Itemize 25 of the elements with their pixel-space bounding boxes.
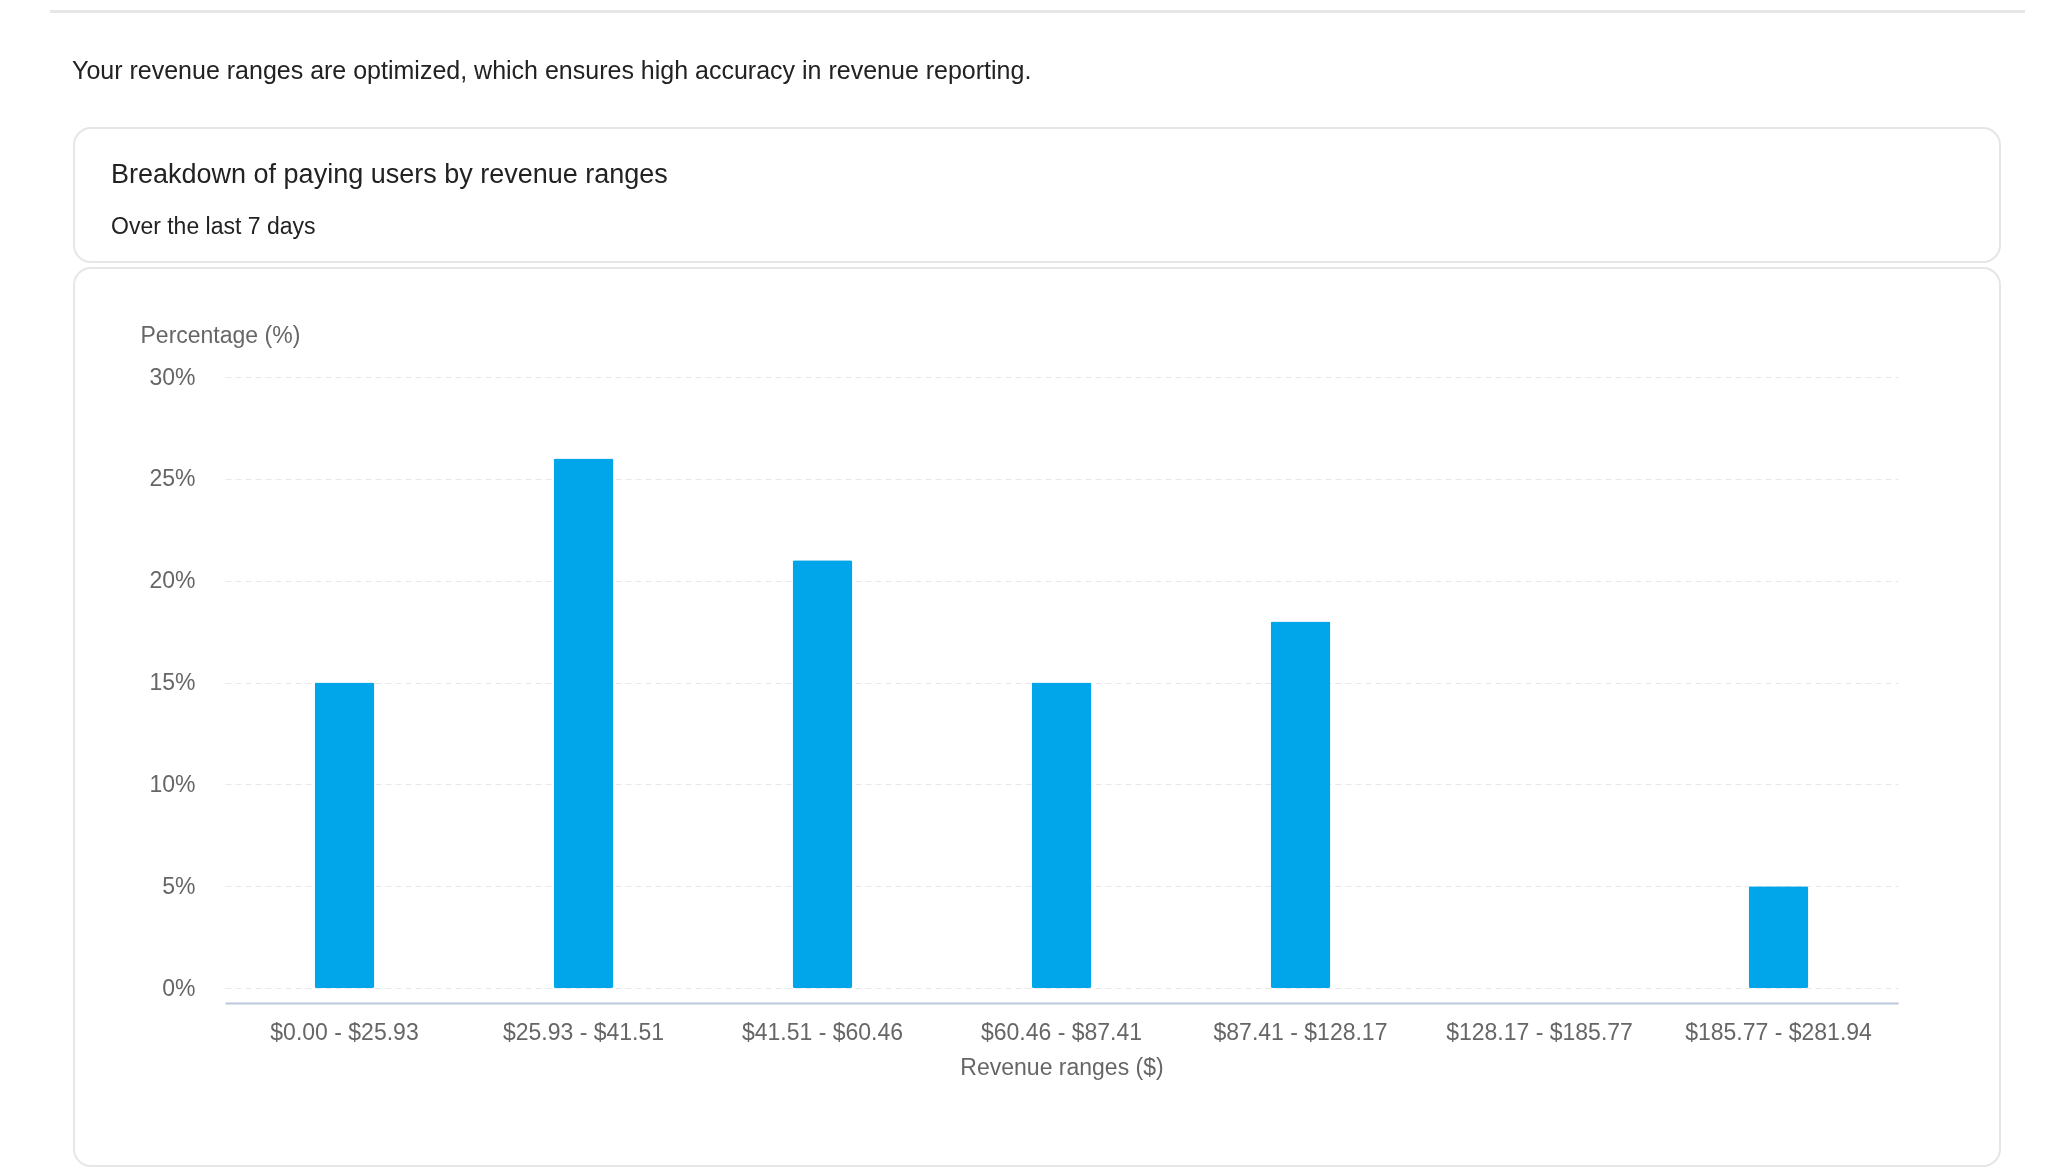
bar [1748,886,1809,988]
y-tick-label: 30% [149,363,196,390]
x-tick-label: $41.51 - $60.46 [741,1018,904,1045]
y-tick-label: 10% [149,770,196,797]
x-tick-label: $0.00 - $25.93 [270,1018,419,1045]
bar [553,458,614,988]
y-tick-label: 15% [149,669,196,695]
x-tick-label: $128.17 - $185.77 [1446,1018,1633,1045]
bar [792,560,853,988]
chart-subtitle: Over the last 7 days [111,213,316,240]
x-tick-label: $25.93 - $41.51 [502,1018,665,1045]
chart-title: Breakdown of paying users by revenue ranges [111,159,668,190]
x-tick-label: $60.46 - $87.41 [980,1018,1143,1045]
x-tick-label: $185.77 - $281.94 [1685,1018,1873,1045]
text: Your revenue ranges are optimized, which ensures high accuracy in revenue reporting. [72,56,1032,85]
bar [314,682,375,988]
y-tick-label: 25% [149,465,196,492]
y-axis-title: Percentage (%) [140,321,301,348]
bar [1270,621,1331,988]
bar [1031,682,1092,988]
x-axis-title: Revenue ranges ($) [960,1053,1164,1080]
y-tick-label: 5% [162,872,196,899]
x-tick-label: $87.41 - $128.17 [1213,1018,1388,1045]
y-tick-label: 20% [149,567,196,594]
y-tick-label: 0% [162,974,196,1001]
